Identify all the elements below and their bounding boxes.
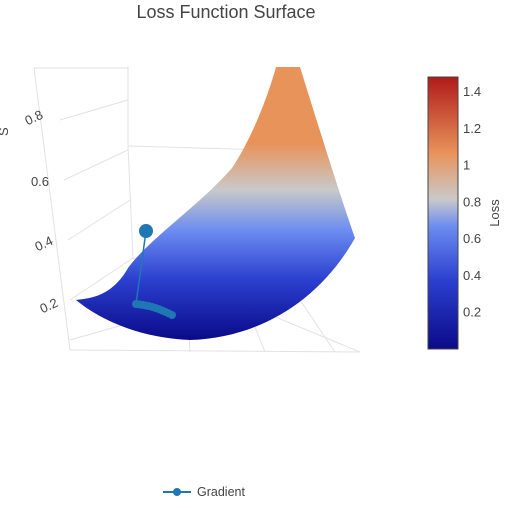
colorbar-tick-label: 1.2 <box>463 121 481 136</box>
colorbar-tick-label: 0.2 <box>463 305 481 320</box>
gradient-step-point <box>168 311 176 319</box>
z-tick-label: 0.8 <box>22 107 45 128</box>
colorbar-tick-label: 0.6 <box>463 231 481 246</box>
chart-title: Loss Function Surface <box>136 2 315 22</box>
loss-surface <box>76 67 355 340</box>
colorbar-title: Loss <box>487 199 502 227</box>
grid-line <box>59 99 129 121</box>
colorbar-tick-label: 1.4 <box>463 84 481 99</box>
z-tick-label: 0.4 <box>32 233 55 254</box>
colorbar-ticks: 0.2 0.4 0.6 0.8 1 1.2 1.4 <box>463 84 481 320</box>
grid-line <box>299 299 336 353</box>
colorbar: 0.2 0.4 0.6 0.8 1 1.2 1.4 Loss <box>427 76 502 350</box>
grid-line <box>67 199 131 241</box>
colorbar-tick-label: 1 <box>463 158 470 173</box>
gradient-start-point <box>139 224 153 238</box>
legend-label: Gradient <box>197 485 245 499</box>
gradient-path <box>132 224 176 319</box>
colorbar-tick-label: 0.4 <box>463 268 481 283</box>
legend-marker <box>173 488 181 496</box>
grid-line <box>127 145 134 259</box>
colorbar-tick-label: 0.8 <box>463 194 481 209</box>
z-tick-label: 0.2 <box>37 295 60 316</box>
grid-line <box>33 67 71 351</box>
grid-line <box>69 349 361 353</box>
grid-line <box>69 257 134 301</box>
grid-line <box>63 149 129 181</box>
axis-title-fragment: S <box>0 127 11 136</box>
legend[interactable]: Gradient <box>163 485 245 499</box>
colorbar-gradient <box>427 76 459 350</box>
z-tick-label: 0.6 <box>31 174 49 189</box>
